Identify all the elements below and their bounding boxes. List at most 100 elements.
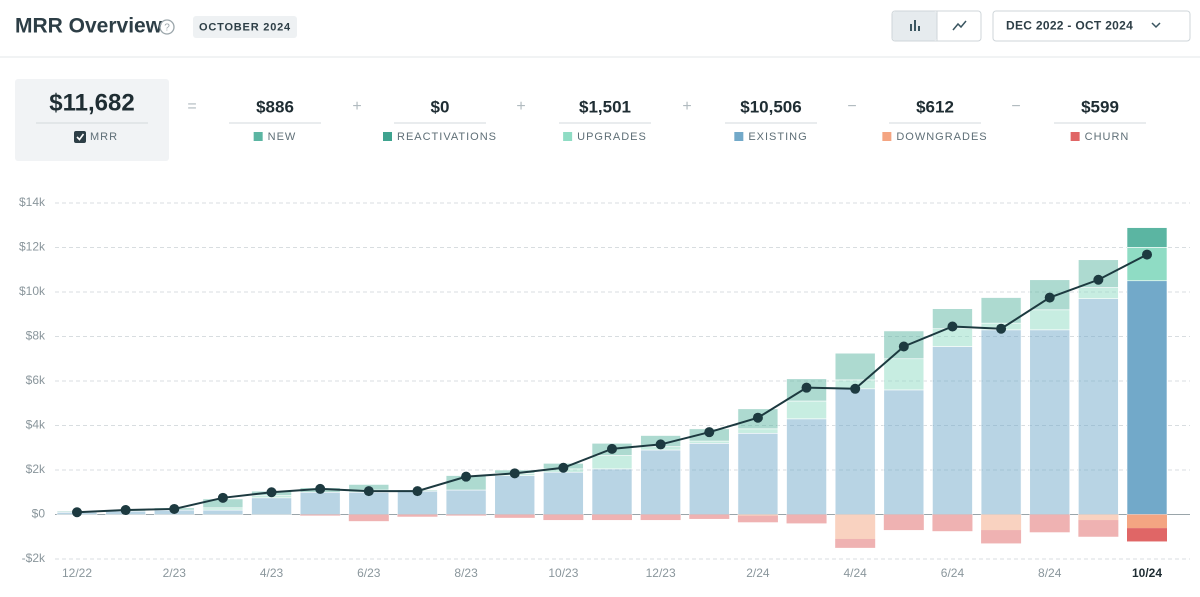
bar-segment [445,489,487,515]
badge: OCTOBER 2024 [199,21,291,33]
mrr-point [266,487,277,498]
bar-segment [834,388,876,515]
x-tick-label: 4/24 [844,566,868,580]
bar-segment [835,538,876,548]
view-toggle[interactable] [891,10,982,42]
checkbox[interactable] [74,131,86,143]
bar-segment [251,497,292,515]
bar-segment [1126,227,1168,248]
svg-text:?: ? [164,23,170,34]
x-tick-label: 8/24 [1038,566,1062,580]
bar-segment [737,428,779,434]
legend-swatch [563,132,573,141]
legend-swatch [734,132,744,141]
bar-segment [932,346,973,515]
bar-segment [981,530,1022,544]
bar-segment [592,514,632,521]
title: MRR Overview [15,15,163,38]
y-tick-label: $8k [26,329,46,343]
x-tick-label: 6/23 [357,566,381,580]
bar-segment [1126,280,1168,515]
bar-segment [688,442,730,515]
summary-value: $612 [916,97,954,116]
date-dropdown[interactable]: DEC 2022 - OCT 2024 [992,10,1191,42]
operator: + [682,98,691,115]
total-box [15,79,169,161]
mrr-point [217,492,228,503]
legend-label: NEW [268,131,297,143]
bar-segment [980,297,1022,324]
legend-swatch [1070,132,1080,141]
bar-segment [932,514,973,532]
total: $11,682 [49,89,134,116]
operator: + [352,98,361,115]
y-tick-label: $2k [26,462,46,476]
bar-segment [397,514,438,517]
bar-segment [737,514,778,516]
bar-segment [202,507,244,511]
bar-segment [494,475,536,515]
operator: − [1011,98,1020,115]
y-tick-label: $14k [19,195,46,209]
date-range: DEC 2022 - OCT 2024 [1006,19,1133,33]
mrr-point [1142,249,1152,260]
mrr-point [655,439,666,450]
bar-segment [737,515,778,523]
operator: + [516,98,525,115]
mrr-point [996,323,1007,334]
legend-label: REACTIVATIONS [397,131,497,143]
x-tick-label: 6/24 [941,566,965,580]
mrr-point [558,462,569,473]
operator: − [847,98,856,115]
mrr-point [363,486,374,497]
mrr-point [412,486,423,497]
bar-segment [883,358,925,391]
bar-segment [883,514,924,531]
mrr-point [752,412,763,423]
summary-value: $10,506 [740,97,801,116]
bar-segment [300,514,341,516]
bar-segment [1078,514,1119,521]
bar-segment [786,418,827,515]
bar-segment [786,400,827,420]
x-tick-label: 4/23 [260,566,284,580]
legend-label: DOWNGRADES [896,131,987,143]
bar-segment [494,514,535,518]
bar-segment [543,471,584,515]
bar-segment [299,491,341,515]
bar-segment [640,514,681,521]
x-tick-label: 2/23 [163,566,187,580]
mrr-point [120,505,131,516]
y-tick-label: $12k [19,240,46,254]
bar-segment [835,514,876,539]
summary-value: $0 [431,97,450,116]
bar-segment [1078,298,1119,515]
mrr-point [1044,292,1055,303]
x-tick-label: 12/22 [62,566,92,580]
y-tick-label: $6k [26,373,46,387]
bar-segment [1078,287,1119,299]
bar-segment [591,455,633,470]
mrr-point [1093,274,1104,285]
legend-label: UPGRADES [577,131,647,143]
x-tick-label: 10/24 [1132,566,1162,580]
bar-segment [543,514,584,521]
help-icon[interactable]: ? [159,19,175,35]
mrr-point [947,321,958,332]
mrr-point [315,483,326,494]
bar-segment [446,514,487,516]
operator: = [187,98,196,115]
x-tick-label: 2/24 [746,566,770,580]
mrr-point [801,382,812,393]
mrr-point [850,383,861,394]
bar-segment [1127,528,1167,542]
x-tick-label: 12/23 [646,566,676,580]
mrr-point [461,471,472,482]
bar-segment [1078,520,1119,537]
legend-swatch [253,132,263,141]
mrr-point [72,507,82,518]
legend-label: CHURN [1085,131,1130,143]
bar-segment [689,514,730,519]
bar-segment [688,440,730,444]
